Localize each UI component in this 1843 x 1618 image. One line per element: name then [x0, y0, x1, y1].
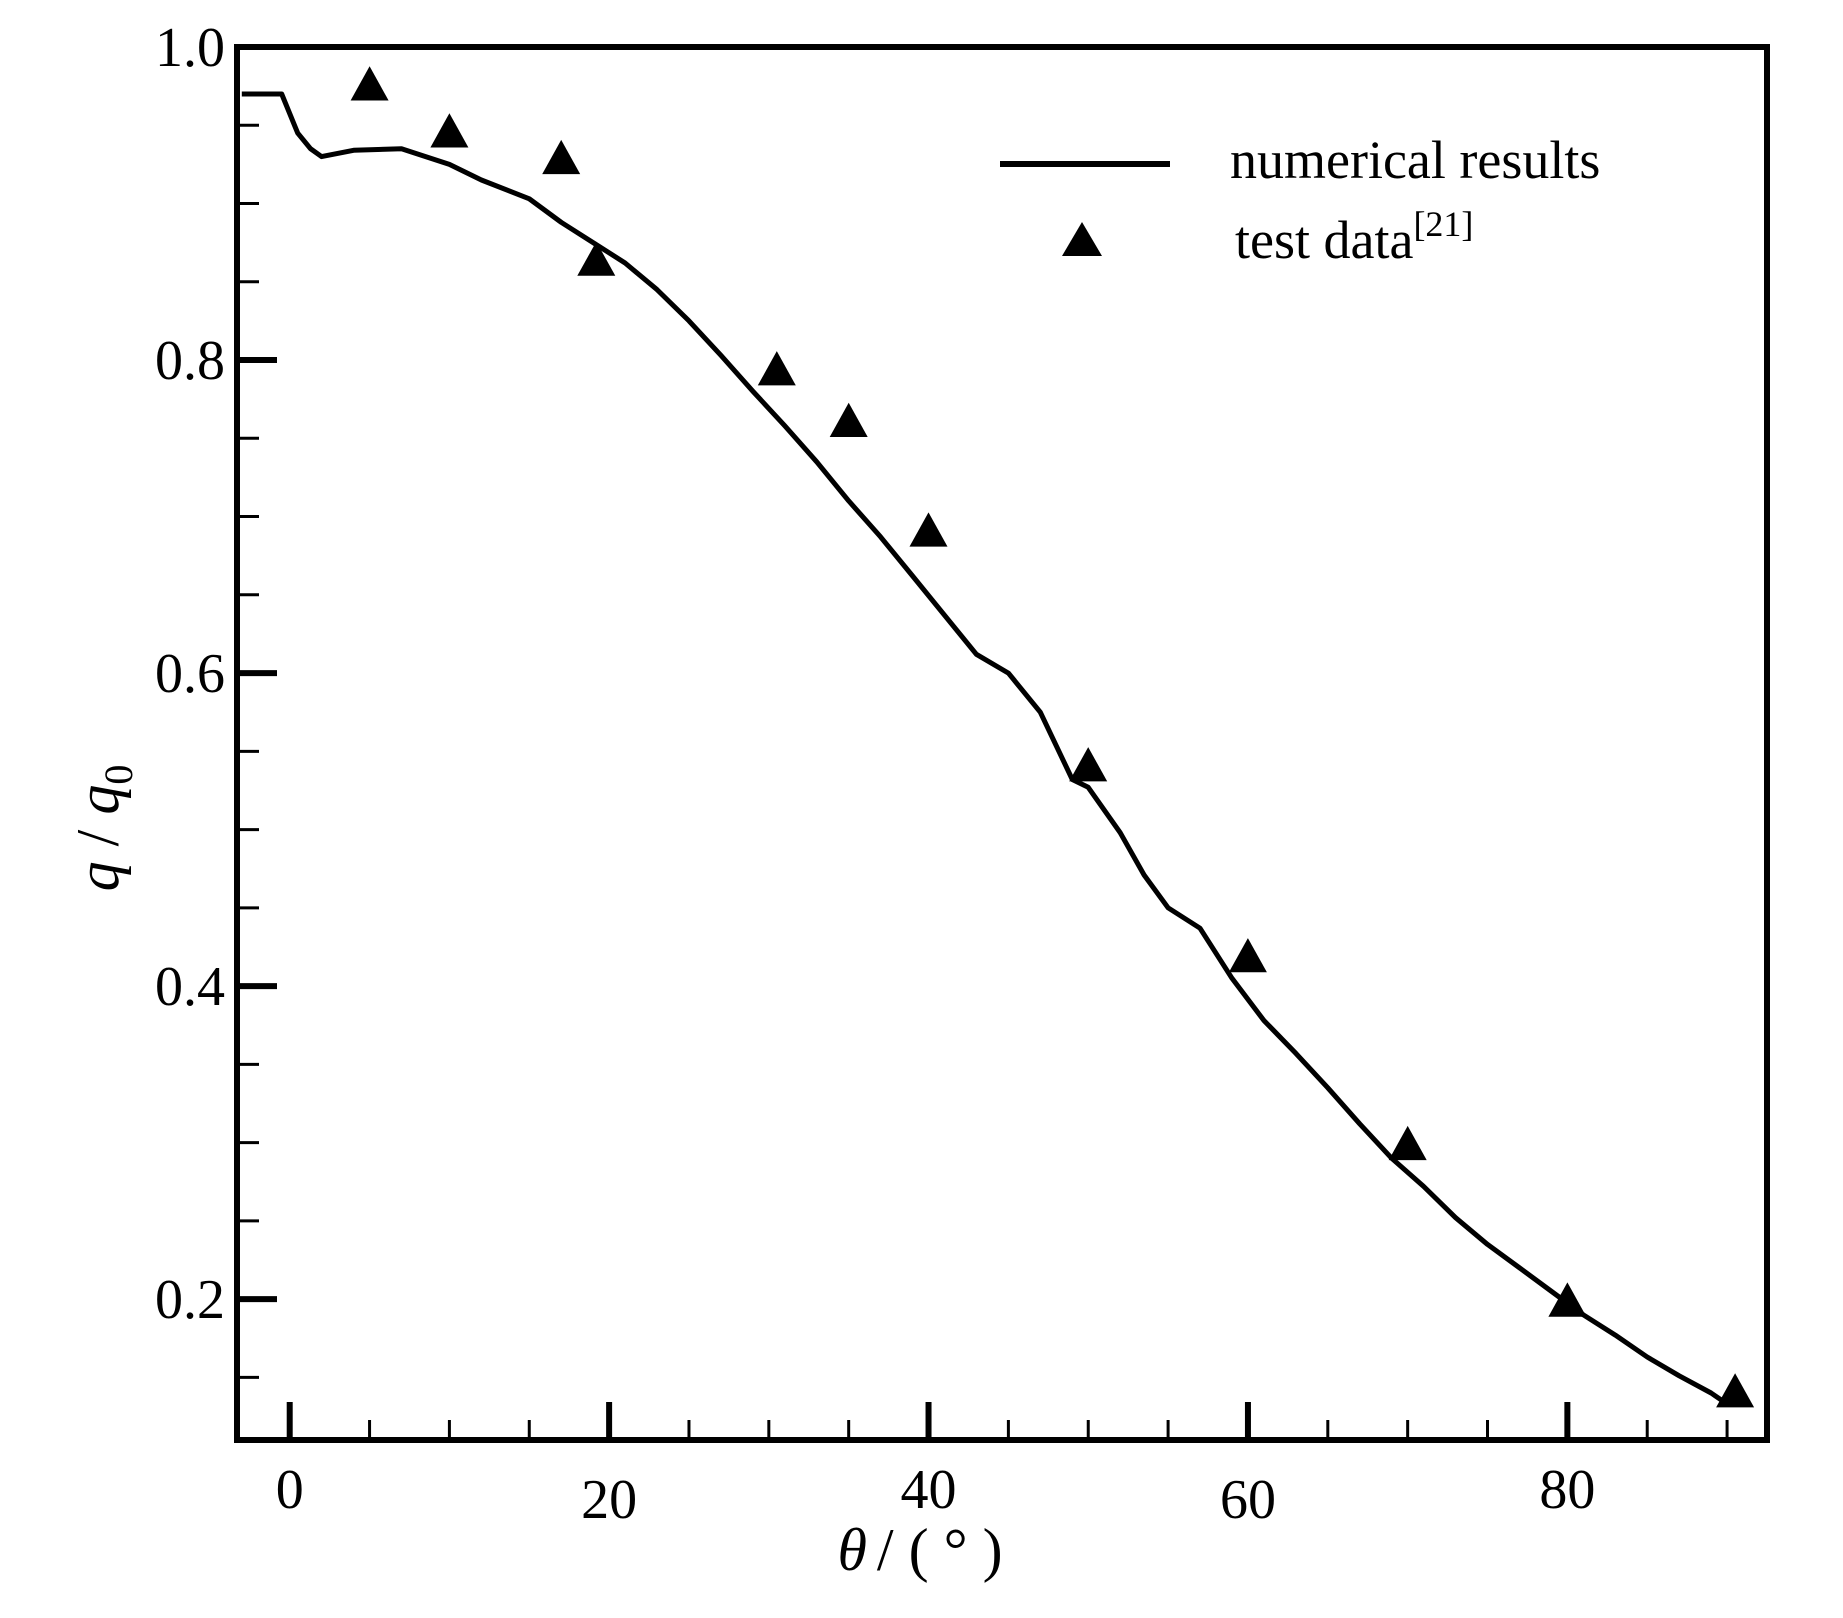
y-axis-title-numerator: q — [65, 861, 131, 891]
y-tick-label: 0.4 — [155, 956, 225, 1018]
y-axis-title-denominator: q — [65, 785, 131, 815]
x-axis-title: θ / ( ° ) — [837, 1517, 1002, 1583]
test-data-point — [350, 66, 389, 101]
y-tick-label: 0.2 — [155, 1269, 225, 1331]
numerical-results-line — [241, 91, 1729, 1407]
plot-frame — [234, 44, 1770, 1443]
axis-tick-labels: 0.2 0.4 0.6 0.8 1.0 0 20 40 60 80 — [155, 17, 1595, 1531]
test-data-point — [1388, 1125, 1427, 1161]
test-data-point — [1228, 938, 1267, 973]
legend-label-test-data-text: test data — [1235, 210, 1413, 270]
legend-label-test-data-citation: [21] — [1413, 204, 1473, 244]
y-tick-label: 0.6 — [155, 643, 225, 705]
x-axis-title-unit: / ( ° ) — [877, 1517, 1003, 1583]
legend-label-test-data: test data[21] — [1235, 204, 1473, 270]
test-data-point — [757, 351, 796, 386]
test-data-point — [1548, 1282, 1587, 1317]
x-tick-label: 40 — [901, 1459, 957, 1521]
y-axis-title-subscript: 0 — [96, 765, 141, 785]
test-data-point — [909, 512, 948, 547]
test-data-point — [1069, 747, 1108, 782]
test-data-point — [577, 241, 616, 276]
x-tick-label: 80 — [1539, 1459, 1595, 1521]
legend-label-numerical-results: numerical results — [1230, 130, 1600, 190]
test-data-point — [430, 113, 469, 148]
series-layer — [241, 66, 1755, 1408]
test-data-point — [542, 139, 581, 175]
y-axis-title: q / q0 — [65, 765, 141, 892]
x-tick-label: 60 — [1220, 1469, 1276, 1531]
legend-triangle-swatch — [1062, 222, 1102, 256]
x-tick-label: 20 — [581, 1469, 637, 1531]
y-tick-label: 0.8 — [155, 330, 225, 392]
test-data-point — [1716, 1373, 1755, 1408]
y-axis-title-separator: / — [65, 815, 131, 862]
test-data-point — [829, 402, 868, 437]
y-tick-label: 1.0 — [155, 17, 225, 79]
x-tick-label: 0 — [276, 1459, 304, 1521]
x-axis-title-symbol: θ — [837, 1517, 866, 1583]
legend: numerical results test data[21] — [1000, 130, 1600, 270]
